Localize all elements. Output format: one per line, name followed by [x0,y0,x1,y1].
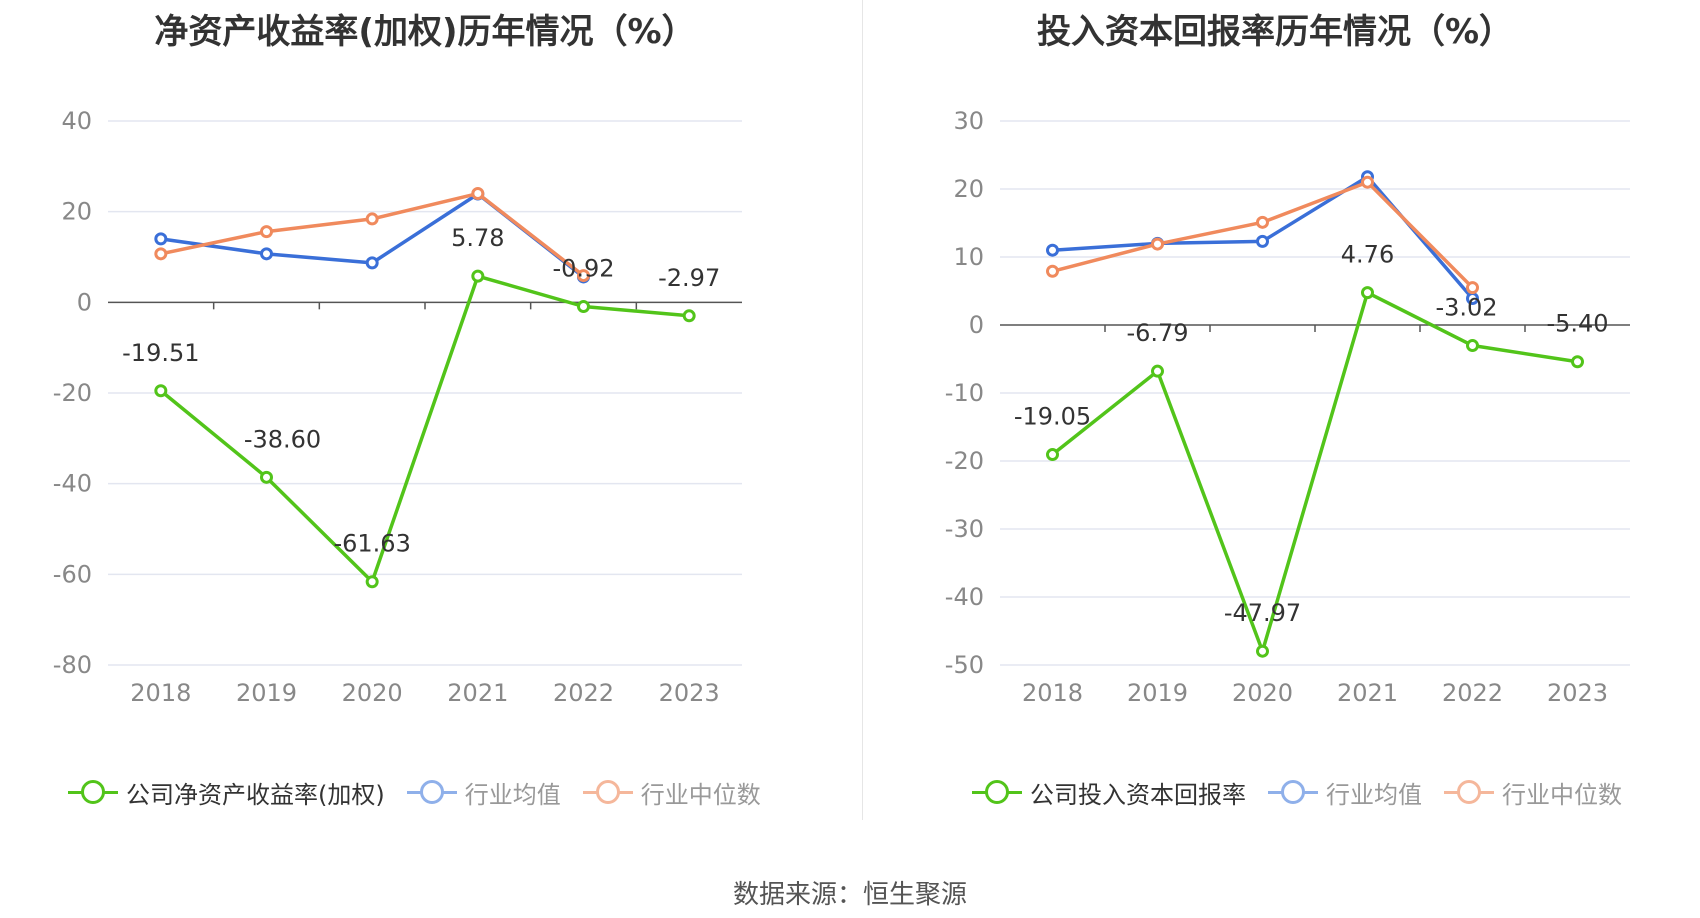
y-tick-label: 0 [77,288,92,316]
chart-title: 净资产收益率(加权)历年情况（%） [154,12,696,52]
x-tick-label: 2019 [236,679,297,707]
data-label: -19.51 [122,339,199,367]
legend-item-company[interactable]: 公司净资产收益率(加权) [68,775,385,810]
data-point-company [1361,286,1374,300]
x-tick-label: 2018 [130,679,191,707]
legend-company-icon [972,780,1022,804]
data-label: -19.05 [1014,403,1091,431]
data-point-median [1256,215,1269,229]
legend-item-company[interactable]: 公司投入资本回报率 [972,775,1246,810]
data-point-median [365,212,379,226]
x-tick-label: 2021 [447,679,508,707]
data-point-median [1151,237,1164,251]
y-tick-label: 30 [953,107,984,135]
x-tick-label: 2020 [1232,679,1293,707]
series-line-company [159,274,690,584]
data-point-median [471,187,485,201]
y-tick-label: -30 [945,515,984,543]
legend-avg-icon [1268,780,1318,804]
legend-item-avg[interactable]: 行业均值 [1268,775,1422,810]
y-tick-label: -20 [53,379,92,407]
x-tick-label: 2022 [1442,679,1503,707]
data-label: -47.97 [1224,599,1301,627]
data-label: -61.63 [333,530,410,558]
y-tick-label: -10 [945,379,984,407]
y-tick-label: -60 [53,560,92,588]
data-point-median [577,269,590,283]
data-label: -0.92 [552,255,614,283]
legend-item-median[interactable]: 行业中位数 [1444,775,1622,810]
x-tick-label: 2019 [1127,679,1188,707]
legend-item-median[interactable]: 行业中位数 [582,775,761,810]
data-label: -6.79 [1126,319,1188,347]
legend-avg-icon [406,780,457,804]
legend-median-label: 行业中位数 [1502,780,1622,809]
x-tick-label: 2022 [553,679,614,707]
panel-divider [862,0,863,820]
chart-title: 投入资本回报率历年情况（%） [1036,12,1514,52]
data-point-median [1046,264,1059,278]
x-tick-label: 2023 [1547,679,1608,707]
legend-company-label: 公司净资产收益率(加权) [126,780,385,809]
data-point-company [1256,644,1269,658]
x-tick-label: 2021 [1337,679,1398,707]
data-label: -2.97 [658,264,720,292]
y-tick-label: 40 [61,107,92,135]
data-point-company [1571,355,1584,369]
legend-item-avg[interactable]: 行业均值 [406,775,561,810]
legend-median-icon [582,780,633,804]
legend-company-icon [68,780,118,804]
data-point-company [365,575,379,589]
data-point-company [471,269,485,283]
y-tick-label: 20 [61,198,92,226]
y-tick-label: -40 [945,583,984,611]
data-point-company [1046,448,1059,462]
legend-avg-label: 行业均值 [464,780,561,809]
x-tick-label: 2023 [659,679,720,707]
data-label: -38.60 [244,425,321,453]
chart-legend: 公司投入资本回报率 行业均值 行业中位数 [972,772,1644,812]
data-point-avg [365,256,379,270]
data-point-median [260,225,273,239]
data-point-company [260,470,273,484]
y-tick-label: -50 [945,651,984,679]
x-tick-label: 2020 [342,679,403,707]
y-tick-label: -20 [945,447,984,475]
series-line-company [1051,290,1578,653]
y-tick-label: 0 [969,311,984,339]
data-point-avg [1256,234,1269,248]
legend-median-icon [1444,780,1494,804]
data-point-avg [1046,243,1059,257]
data-label: -5.40 [1546,310,1608,338]
data-point-avg [260,247,273,261]
x-tick-label: 2018 [1022,679,1083,707]
chart-legend: 公司净资产收益率(加权) 行业均值 行业中位数 [68,772,783,812]
data-point-avg [154,232,168,246]
legend-company-label: 公司投入资本回报率 [1030,780,1246,809]
legend-median-label: 行业中位数 [640,780,761,809]
data-point-median [1361,175,1374,189]
legend-avg-label: 行业均值 [1326,780,1422,809]
data-label: 4.76 [1341,241,1394,269]
roic-chart-panel: 投入资本回报率历年情况（%） 30 20 10 0 -10 -20 -30 -40 -50 201… [850,0,1700,918]
roe-line-chart: 40 20 0 -20 -40 -60 -80 2018 2019 2020 2021 2022 202… [53,107,742,707]
y-tick-label: 10 [953,243,984,271]
data-point-company [577,300,590,314]
data-point-company [682,309,696,323]
data-label: 5.78 [451,224,504,252]
data-label: -3.02 [1435,294,1497,322]
data-source: 数据来源：恒生聚源 [732,880,967,910]
y-tick-label: -40 [53,470,92,498]
y-tick-label: -80 [53,651,92,679]
roe-chart-panel: 净资产收益率(加权)历年情况（%） 40 20 0 -20 -40 -60 -80 2018 2… [53,12,783,812]
roic-line-chart: 30 20 10 0 -10 -20 -30 -40 -50 2018 2019 2020 2021 20… [945,107,1630,707]
data-point-company [1151,364,1164,378]
data-point-company [154,384,168,398]
data-point-median [154,247,168,261]
y-tick-label: 20 [953,175,984,203]
data-point-company [1466,339,1479,353]
data-point-median [1466,281,1479,295]
